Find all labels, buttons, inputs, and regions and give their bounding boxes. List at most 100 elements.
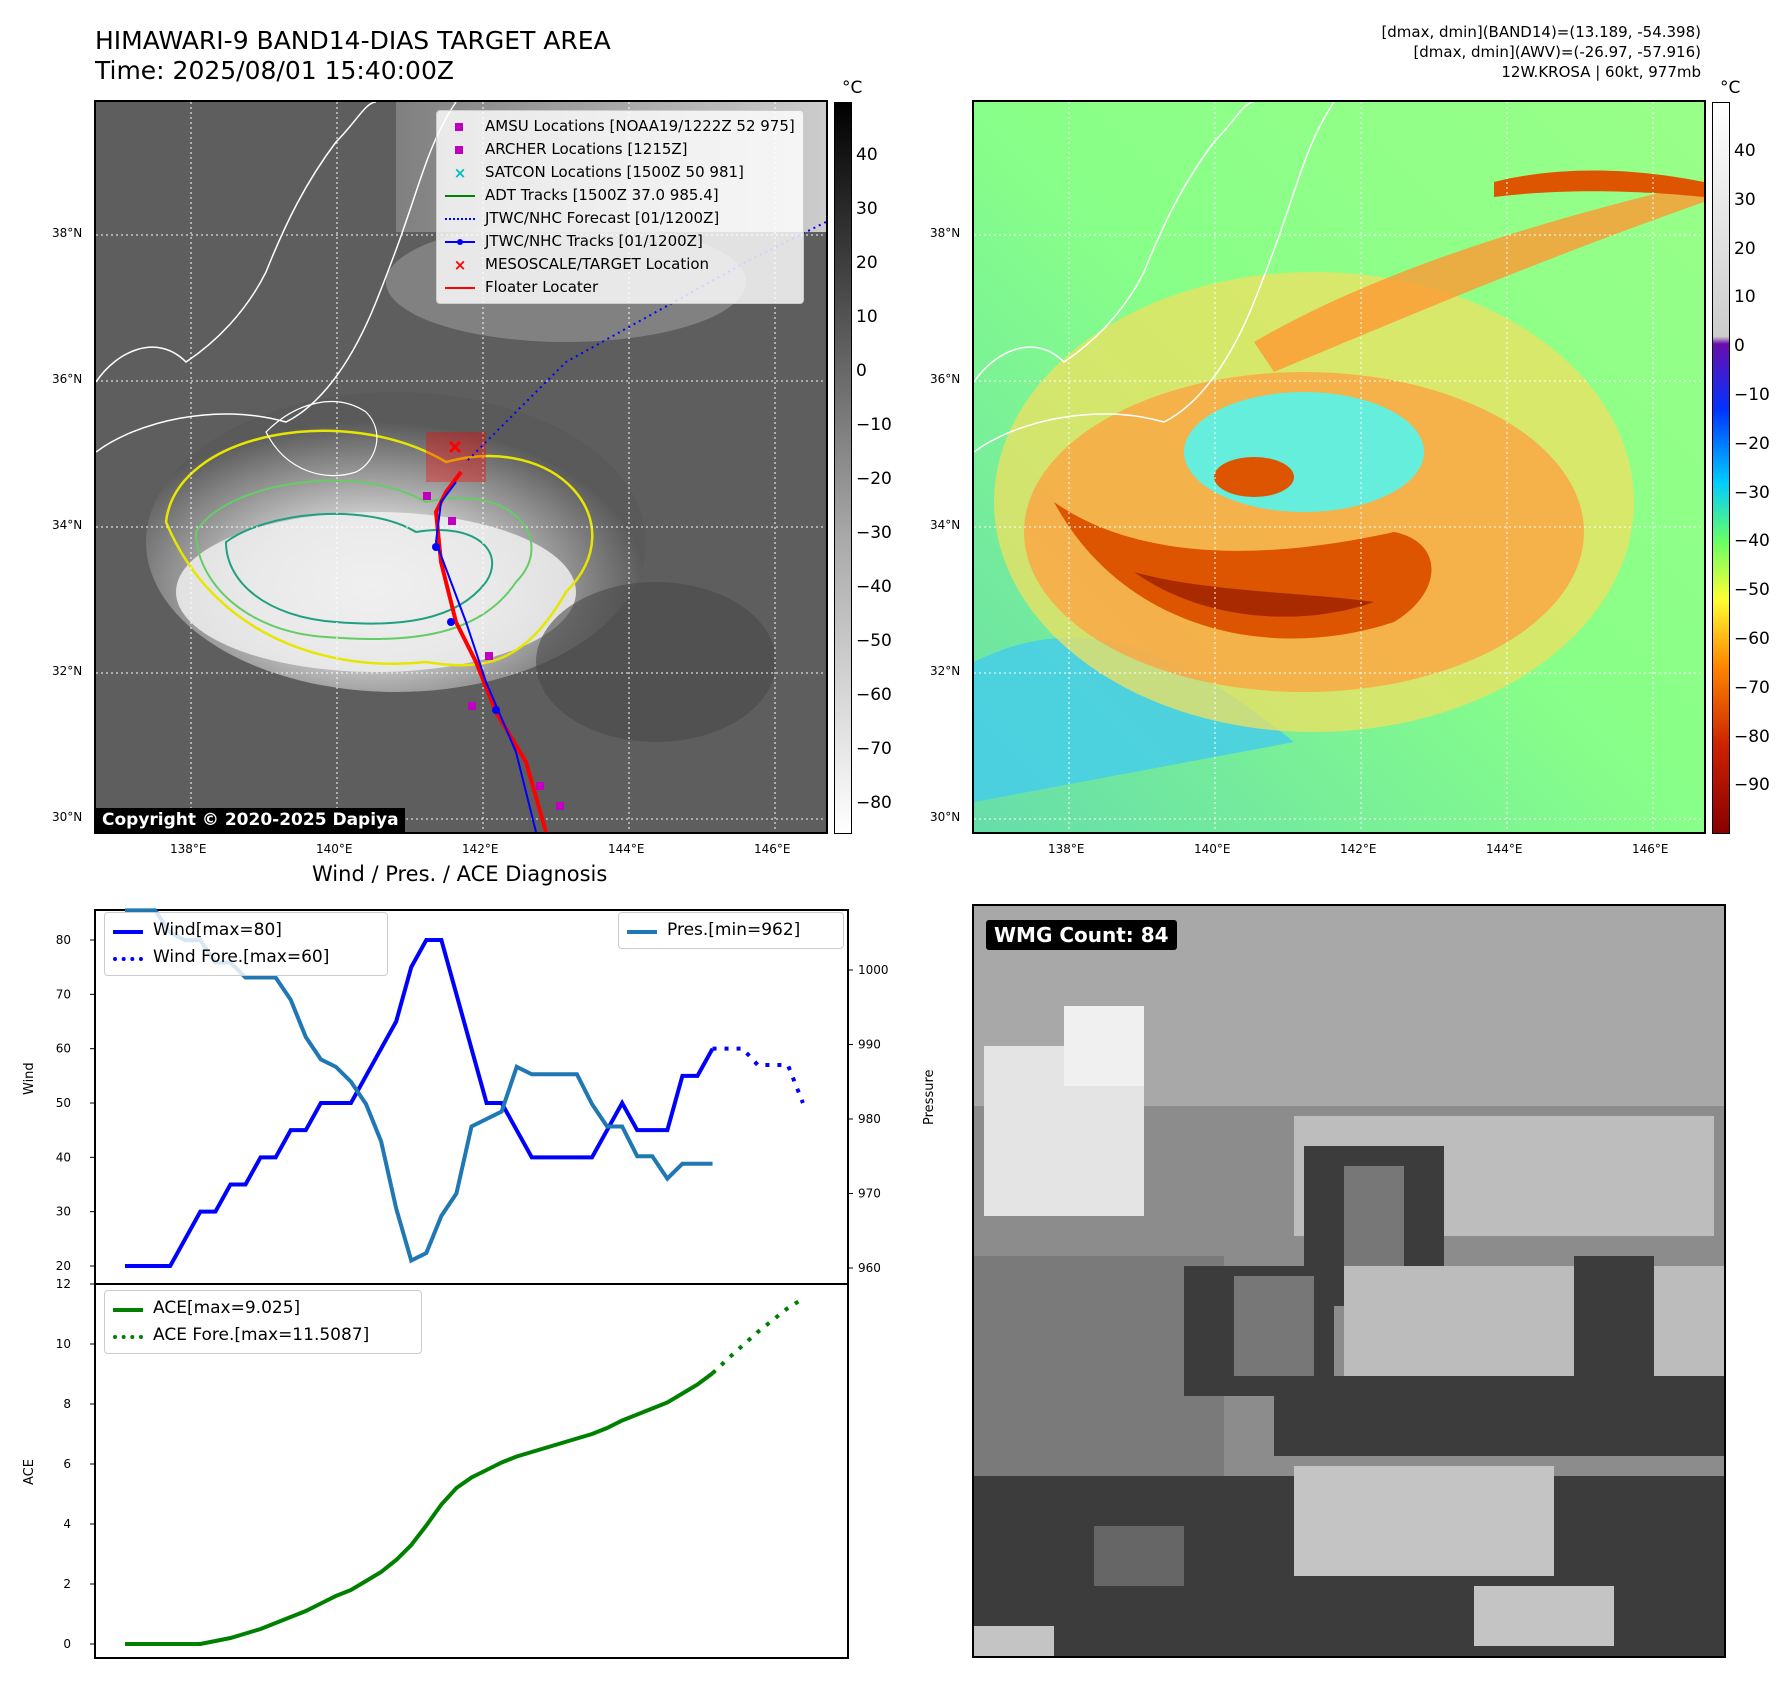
awv-eye-region [1184,392,1424,512]
legend-swatch [445,211,475,227]
lat-tick: 30°N [930,810,961,824]
legend-label: ARCHER Locations [1215Z] [485,140,688,158]
info-awv: [dmax, dmin](AWV)=(-26.97, -57.916) [1413,43,1701,61]
legend-swatch: × [453,163,467,182]
legend-swatch [445,188,475,204]
lat-tick: 38°N [52,226,83,240]
wind-series-line [125,938,715,1268]
wind-tick-label: 80 [56,933,71,947]
colorbar-tick-label: −70 [856,739,892,759]
ace-tick-label: 0 [63,1637,71,1651]
legend-swatch [113,1301,143,1317]
colorbar-tick-label: −60 [856,685,892,705]
lon-tick: 138°E [170,842,207,856]
copyright-badge: Copyright © 2020-2025 Dapiya [96,808,405,832]
colorbar-tick-label: −90 [1734,775,1770,796]
colorbar-tick-label: −50 [1734,580,1770,601]
lon-tick: 146°E [1632,842,1669,856]
legend-item-jtwc-forecast: JTWC/NHC Forecast [01/1200Z] [445,207,795,230]
legend-item-ace: ACE[max=9.025] [113,1295,413,1322]
legend-label: ADT Tracks [1500Z 37.0 985.4] [485,186,719,204]
wmg-bright-cluster-2 [1064,1006,1144,1086]
colorbar-tick-label: 10 [856,307,878,327]
colorbar-tick-label: −80 [856,793,892,813]
legend-item-satcon: × SATCON Locations [1500Z 50 981] [445,161,795,184]
colorbar-tick-label: −30 [1734,482,1770,503]
pres-tick-label: 960 [858,1261,881,1275]
colorbar-tick-label: 0 [856,361,867,381]
pres-tick-label: 990 [858,1038,881,1052]
colorbar-tick-label: −40 [1734,531,1770,552]
jtwc-track [434,481,537,832]
info-storm: 12W.KROSA | 60kt, 977mb [1501,63,1701,81]
wind-tick-label: 60 [56,1042,71,1056]
lat-tick: 30°N [52,810,83,824]
wind-tick-label: 70 [56,987,71,1001]
lon-tick: 142°E [462,842,499,856]
awv-gridlines [974,102,1704,832]
ace-plot-frame [94,1283,849,1659]
gray-colorbar-ticks: 40 30 20 10 0 −10 −20 −30 −40 −50 −60 −70 −80 [856,102,916,832]
lon-tick: 142°E [1340,842,1377,856]
lat-tick: 34°N [930,518,961,532]
legend-swatch [445,119,475,135]
colorbar-tick-label: −30 [856,523,892,543]
colorbar-tick-label: 30 [856,199,878,219]
colorbar-tick-label: −80 [1734,726,1770,747]
ace-forecast-series-line [711,1297,804,1375]
awv-coastline-2 [974,102,1335,453]
color-colorbar [1712,102,1730,834]
colorbar-tick-label: −70 [1734,677,1770,698]
pres-tick-label: 970 [858,1187,881,1201]
colorbar-tick-label: 40 [856,145,878,165]
legend-label: JTWC/NHC Forecast [01/1200Z] [485,209,720,227]
target-box [426,432,486,482]
colorbar-tick-label: −10 [856,415,892,435]
pres-tick-label: 1000 [858,963,889,977]
colorbar-tick-label: 0 [1734,336,1745,357]
colorbar-tick-label: −50 [856,631,892,651]
wmg-light-bottom [1294,1466,1554,1576]
info-band14: [dmax, dmin](BAND14)=(13.189, -54.398) [1381,23,1701,41]
awv-outflow-band [1254,182,1704,372]
wmg-dark-block-4 [1574,1256,1654,1376]
wmg-count-badge: WMG Count: 84 [986,920,1177,950]
awv-coldest [1134,572,1374,617]
legend-label: SATCON Locations [1500Z 50 981] [485,163,744,181]
pres-tick-label: 980 [858,1112,881,1126]
wind-legend: Wind[max=80] Wind Fore.[max=60] [104,912,388,976]
gray-cbar-unit: °C [842,78,863,98]
awv-coastline-1 [974,102,1255,383]
ir-coastline-2 [96,102,457,453]
legend-item-jtwc-tracks: JTWC/NHC Tracks [01/1200Z] [445,230,795,253]
ace-tick-label: 10 [56,1337,71,1351]
color-map-panel [972,100,1706,834]
ir-coastline-3 [265,401,378,477]
gray-colorbar [834,102,852,834]
ir-dry-area [536,582,776,742]
lon-tick: 140°E [1194,842,1231,856]
colorbar-tick-label: −10 [1734,385,1770,405]
page-title: HIMAWARI-9 BAND14-DIAS TARGET AREA [95,26,611,55]
wmg-light-region-2 [1344,1266,1724,1376]
legend-item-amsu: AMSU Locations [NOAA19/1222Z 52 975] [445,115,795,138]
ir-contour-green [194,479,533,640]
awv-moist-ring [1024,372,1584,692]
legend-item-mesoscale: × MESOSCALE/TARGET Location [445,253,795,276]
legend-label: MESOSCALE/TARGET Location [485,255,710,273]
legend-label: ACE[max=9.025] [153,1298,301,1318]
colorbar-tick-label: −20 [1734,433,1770,454]
legend-label: Wind Fore.[max=60] [153,947,330,967]
wmg-light-corner [974,1626,1054,1656]
legend-label: Wind[max=80] [153,920,282,940]
lon-tick: 140°E [316,842,353,856]
wmg-mid-bottom [1094,1526,1184,1586]
legend-label: AMSU Locations [NOAA19/1222Z 52 975] [485,117,795,135]
legend-swatch [445,142,475,158]
legend-swatch: × [453,255,467,274]
ace-tick-label: 8 [63,1397,71,1411]
ace-tick-label: 4 [63,1517,71,1531]
ir-map-panel: Copyright © 2020-2025 Dapiya AMSU Locati… [94,100,828,834]
color-map-svg [974,102,1704,832]
jtwc-track-points [432,543,500,714]
